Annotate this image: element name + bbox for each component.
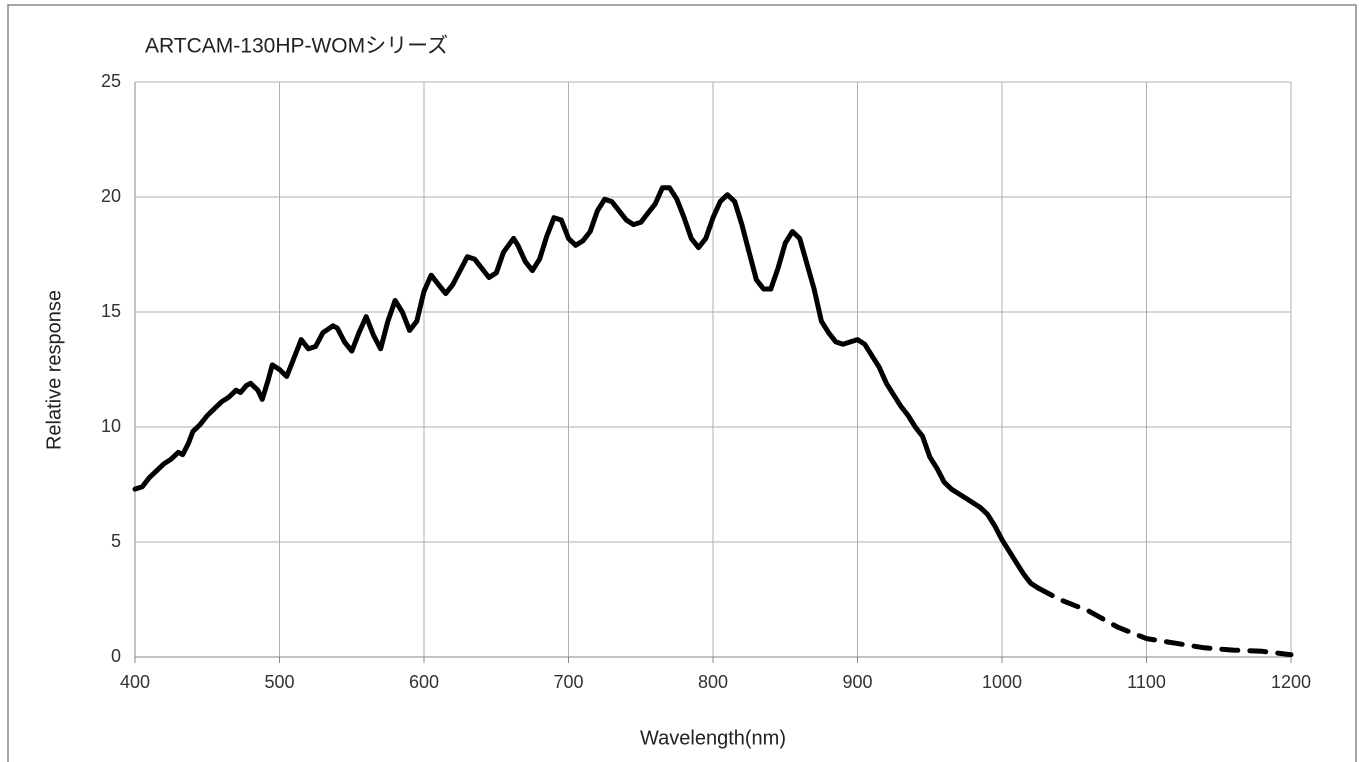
x-tick-label: 400 [120,672,150,692]
y-axis-title: Relative response [43,290,65,450]
y-tick-label: 10 [101,416,121,436]
x-tick-label: 800 [698,672,728,692]
x-tick-label: 1200 [1271,672,1311,692]
y-tick-label: 15 [101,301,121,321]
x-tick-label: 600 [409,672,439,692]
x-tick-label: 1100 [1127,672,1166,692]
x-axis-title: Wavelength(nm) [640,727,786,749]
y-tick-label: 5 [111,531,121,551]
x-tick-label: 900 [842,672,872,692]
chart-title: ARTCAM-130HP-WOMシリーズ [145,35,448,58]
y-tick-label: 25 [101,71,121,91]
x-tick-label: 700 [553,672,583,692]
y-tick-label: 20 [101,186,121,206]
series-line [132,185,1041,591]
chart-frame [7,4,1357,762]
y-tick-label: 0 [111,646,121,666]
x-tick-label: 500 [264,672,294,692]
series-line [1035,585,1294,658]
x-tick-label: 1000 [982,672,1022,692]
